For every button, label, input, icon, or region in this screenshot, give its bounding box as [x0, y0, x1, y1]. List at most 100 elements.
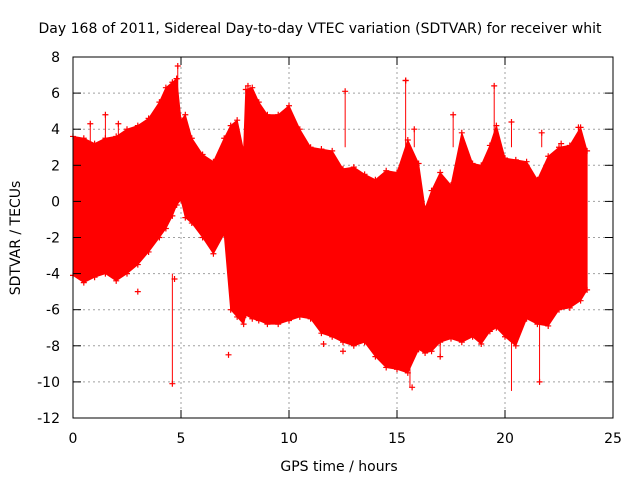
upper-envelope-point: [124, 126, 130, 133]
upper-envelope-point: [350, 164, 357, 171]
lower-envelope-point: [242, 312, 249, 319]
upper-envelope-point: [264, 111, 271, 118]
upper-envelope-point: [318, 146, 325, 153]
lower-envelope-point: [469, 333, 476, 340]
lower-envelope-point: [361, 339, 368, 346]
upper-envelope-point: [394, 169, 400, 176]
lower-envelope-point: [512, 342, 519, 349]
lower-envelope-point: [383, 364, 390, 371]
upper-envelope-point: [286, 102, 292, 109]
lower-envelope-point: [102, 270, 109, 277]
lower-envelope-point: [182, 214, 189, 221]
upper-envelope-point: [234, 117, 241, 124]
lower-envelope-point: [188, 220, 195, 227]
upper-envelope-point: [486, 142, 493, 149]
upper-envelope-point: [275, 111, 282, 118]
lower-envelope-point: [350, 342, 357, 349]
upper-envelope-point: [296, 126, 303, 133]
spike-point: [558, 140, 565, 147]
upper-envelope-point: [512, 156, 519, 163]
y-tick-label: 0: [51, 194, 60, 210]
lower-envelope-point: [318, 330, 325, 337]
upper-envelope-point: [91, 140, 98, 147]
upper-envelope-point: [80, 135, 87, 142]
upper-envelope-point: [437, 169, 444, 176]
y-tick-label: -8: [46, 339, 60, 355]
lower-envelope-point: [91, 274, 98, 281]
lower-envelope-point: [372, 353, 379, 360]
y-tick-labels: -12 -10 -8 -6 -4 -2 0 2 4 6 8: [37, 50, 60, 427]
x-axis-label: GPS time / hours: [280, 459, 397, 475]
lower-envelope-point: [458, 339, 465, 346]
lower-envelope-point: [275, 321, 282, 328]
lower-envelope-point: [173, 202, 180, 209]
lower-envelope-point: [113, 277, 120, 284]
upper-envelope-point: [329, 147, 336, 154]
upper-envelope-point: [545, 153, 552, 160]
spike-point: [508, 118, 515, 125]
data-layer: [70, 63, 591, 391]
lower-envelope-point: [178, 196, 184, 203]
lower-envelope-point: [80, 279, 87, 286]
upper-envelope-point: [534, 176, 541, 183]
upper-envelope-point: [469, 160, 476, 167]
upper-envelope-point: [566, 142, 573, 149]
x-tick-label: 15: [388, 431, 406, 447]
spike-point: [450, 111, 457, 118]
y-tick-label: -2: [46, 231, 60, 247]
upper-envelope-point: [372, 176, 379, 183]
lower-envelope-point: [577, 297, 584, 304]
spike-point: [342, 88, 349, 95]
lower-envelope-point: [227, 306, 234, 313]
upper-envelope-point: [584, 147, 591, 154]
lower-envelope-point: [523, 315, 530, 322]
spike-point: [575, 124, 582, 131]
spike-point: [411, 126, 418, 133]
lower-envelope-point: [240, 321, 247, 328]
upper-envelope-point: [523, 158, 530, 165]
x-tick-labels: 0 5 10 15 20 25: [69, 431, 622, 447]
spike-point: [402, 77, 409, 84]
y-tick-label: -10: [37, 375, 60, 391]
y-tick-label: 6: [51, 86, 60, 102]
x-tick-label: 0: [69, 431, 78, 447]
outlier-point: [225, 351, 232, 358]
upper-envelope-point: [227, 122, 234, 129]
x-tick-label: 10: [280, 431, 298, 447]
upper-envelope-point: [478, 162, 485, 169]
lower-envelope-point: [415, 346, 422, 353]
lower-envelope-point: [478, 340, 485, 347]
spike-point: [87, 120, 94, 127]
upper-envelope-point: [178, 117, 184, 124]
upper-envelope-point: [255, 99, 262, 106]
y-tick-label: -4: [46, 267, 60, 283]
lower-envelope-point: [255, 317, 262, 324]
upper-envelope-point: [249, 84, 256, 91]
lower-envelope-point: [210, 250, 217, 257]
upper-envelope-point: [458, 129, 465, 136]
spike-point: [102, 111, 109, 118]
outlier-point: [560, 285, 567, 292]
y-tick-label: 4: [51, 122, 60, 138]
upper-envelope-point: [134, 122, 141, 129]
upper-envelope-point: [428, 187, 435, 194]
outlier-point: [340, 348, 346, 355]
lower-envelope-point: [134, 261, 141, 268]
upper-envelope-point: [221, 135, 228, 142]
lower-envelope-point: [422, 350, 429, 357]
lower-envelope-point: [221, 230, 228, 237]
lower-envelope-point: [545, 322, 552, 329]
upper-envelope-point: [307, 144, 314, 151]
y-axis-label: SDTVAR / TECUs: [8, 181, 24, 296]
lower-envelope-point: [234, 313, 241, 320]
lower-envelope-point: [340, 339, 346, 346]
lower-envelope-point: [329, 333, 336, 340]
lower-envelope-point: [493, 324, 500, 331]
lower-envelope-point: [448, 335, 454, 342]
y-tick-label: -12: [37, 411, 60, 427]
chart-title: Day 168 of 2011, Sidereal Day-to-day VTE…: [39, 21, 602, 37]
spike-point: [491, 82, 498, 89]
upper-envelope-point: [361, 171, 368, 178]
outlier-point: [134, 288, 141, 295]
spike-point: [538, 129, 545, 136]
